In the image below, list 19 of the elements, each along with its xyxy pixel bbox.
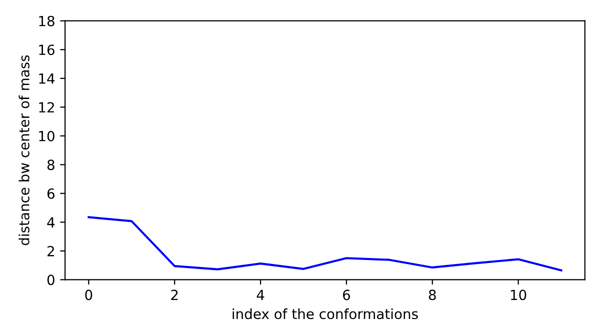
x-tick-label: 6 — [343, 290, 350, 300]
y-tick-label: 16 — [39, 44, 54, 56]
y-tick-label: 10 — [39, 130, 54, 142]
x-tick-label: 0 — [85, 290, 92, 300]
y-tick-label: 6 — [47, 188, 54, 199]
y-tick-label: 8 — [47, 160, 54, 170]
line-series — [88, 216, 562, 272]
y-tick-label: 18 — [39, 16, 54, 26]
x-tick-label: 8 — [428, 290, 436, 300]
x-tick-label: 4 — [256, 290, 264, 300]
x-tick-label: 2 — [171, 290, 178, 300]
y-tick-label: 2 — [48, 246, 54, 256]
y-tick-label: 14 — [39, 74, 55, 84]
y-tick-label: 4 — [47, 217, 55, 228]
y-axis-title: distance bw center of mass — [18, 55, 30, 246]
y-tick-label: 0 — [47, 274, 54, 286]
y-tick-label: 12 — [39, 102, 54, 112]
x-axis-title: index of the conformations — [232, 308, 418, 320]
x-tick-label: 10 — [510, 290, 526, 300]
